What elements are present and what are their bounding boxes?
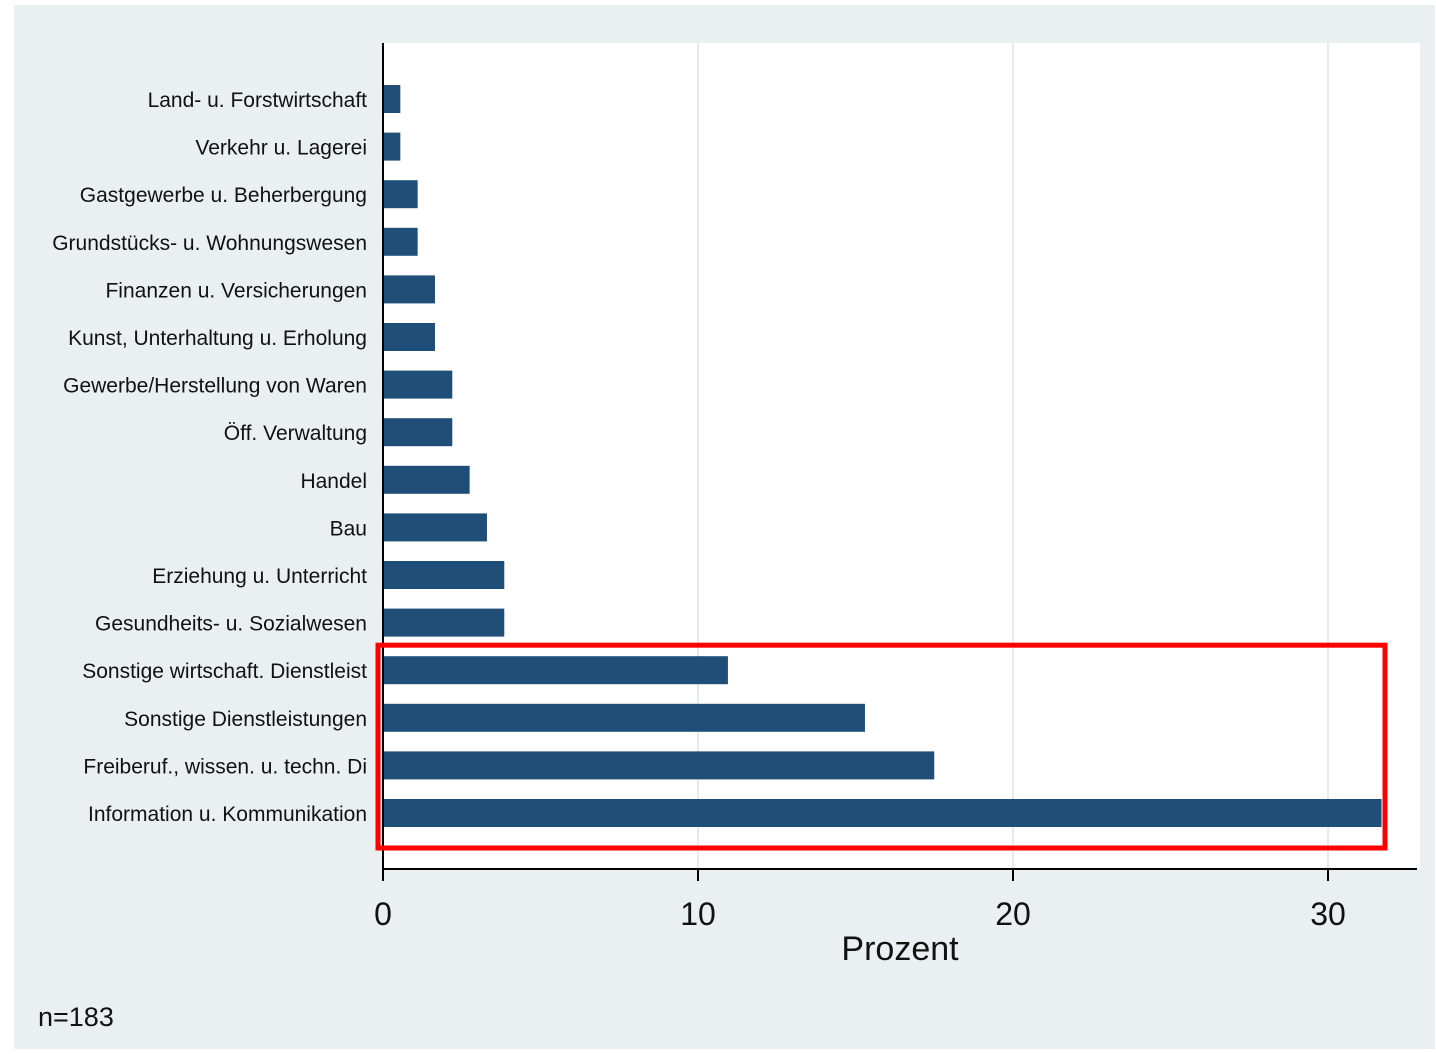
category-label: Gesundheits- u. Sozialwesen [95,613,367,636]
bar [383,751,935,780]
category-labels: Land- u. Forstwirtschaft Verkehr u. Lager… [52,89,367,826]
bar [383,703,865,732]
bar [383,465,470,494]
bar [383,608,505,637]
category-label: Sonstige Dienstleistungen [124,708,367,731]
x-tick-label: 10 [680,896,716,932]
x-ticks: 0 10 20 30 [374,869,1346,932]
category-label: Gewerbe/Herstellung von Waren [63,375,367,398]
x-tick-label: 0 [374,896,392,932]
x-tick-label: 20 [995,896,1031,932]
x-axis-label: Prozent [841,930,959,968]
category-label: Freiberuf., wissen. u. techn. Di [83,755,367,778]
category-label: Verkehr u. Lagerei [195,137,367,160]
bar [383,656,728,685]
category-label: Land- u. Forstwirtschaft [148,89,368,112]
category-label: Finanzen u. Versicherungen [105,279,367,302]
category-label: Kunst, Unterhaltung u. Erholung [68,327,367,350]
x-tick-label: 30 [1310,896,1346,932]
bar [383,132,401,161]
category-label: Information u. Kommunikation [88,803,367,826]
category-label: Gastgewerbe u. Beherbergung [80,184,367,207]
sample-size-note: n=183 [38,1002,114,1032]
bar [383,323,435,351]
bar [383,418,453,447]
bar [383,227,418,256]
bar [383,513,487,542]
axes [382,43,1417,870]
bar [383,561,505,589]
bars [383,85,1382,827]
category-label: Sonstige wirtschaft. Dienstleist [82,660,367,683]
bar [383,180,418,209]
bar [383,275,435,304]
bar [383,85,401,113]
bar [383,799,1382,827]
category-label: Öff. Verwaltung [224,422,367,445]
category-label: Bau [330,517,367,540]
category-label: Handel [300,470,367,493]
category-label: Grundstücks- u. Wohnungswesen [52,232,367,255]
bar [383,370,453,399]
highlight-box [375,642,1388,851]
category-label: Erziehung u. Unterricht [152,565,367,588]
plot-area [383,43,1420,869]
